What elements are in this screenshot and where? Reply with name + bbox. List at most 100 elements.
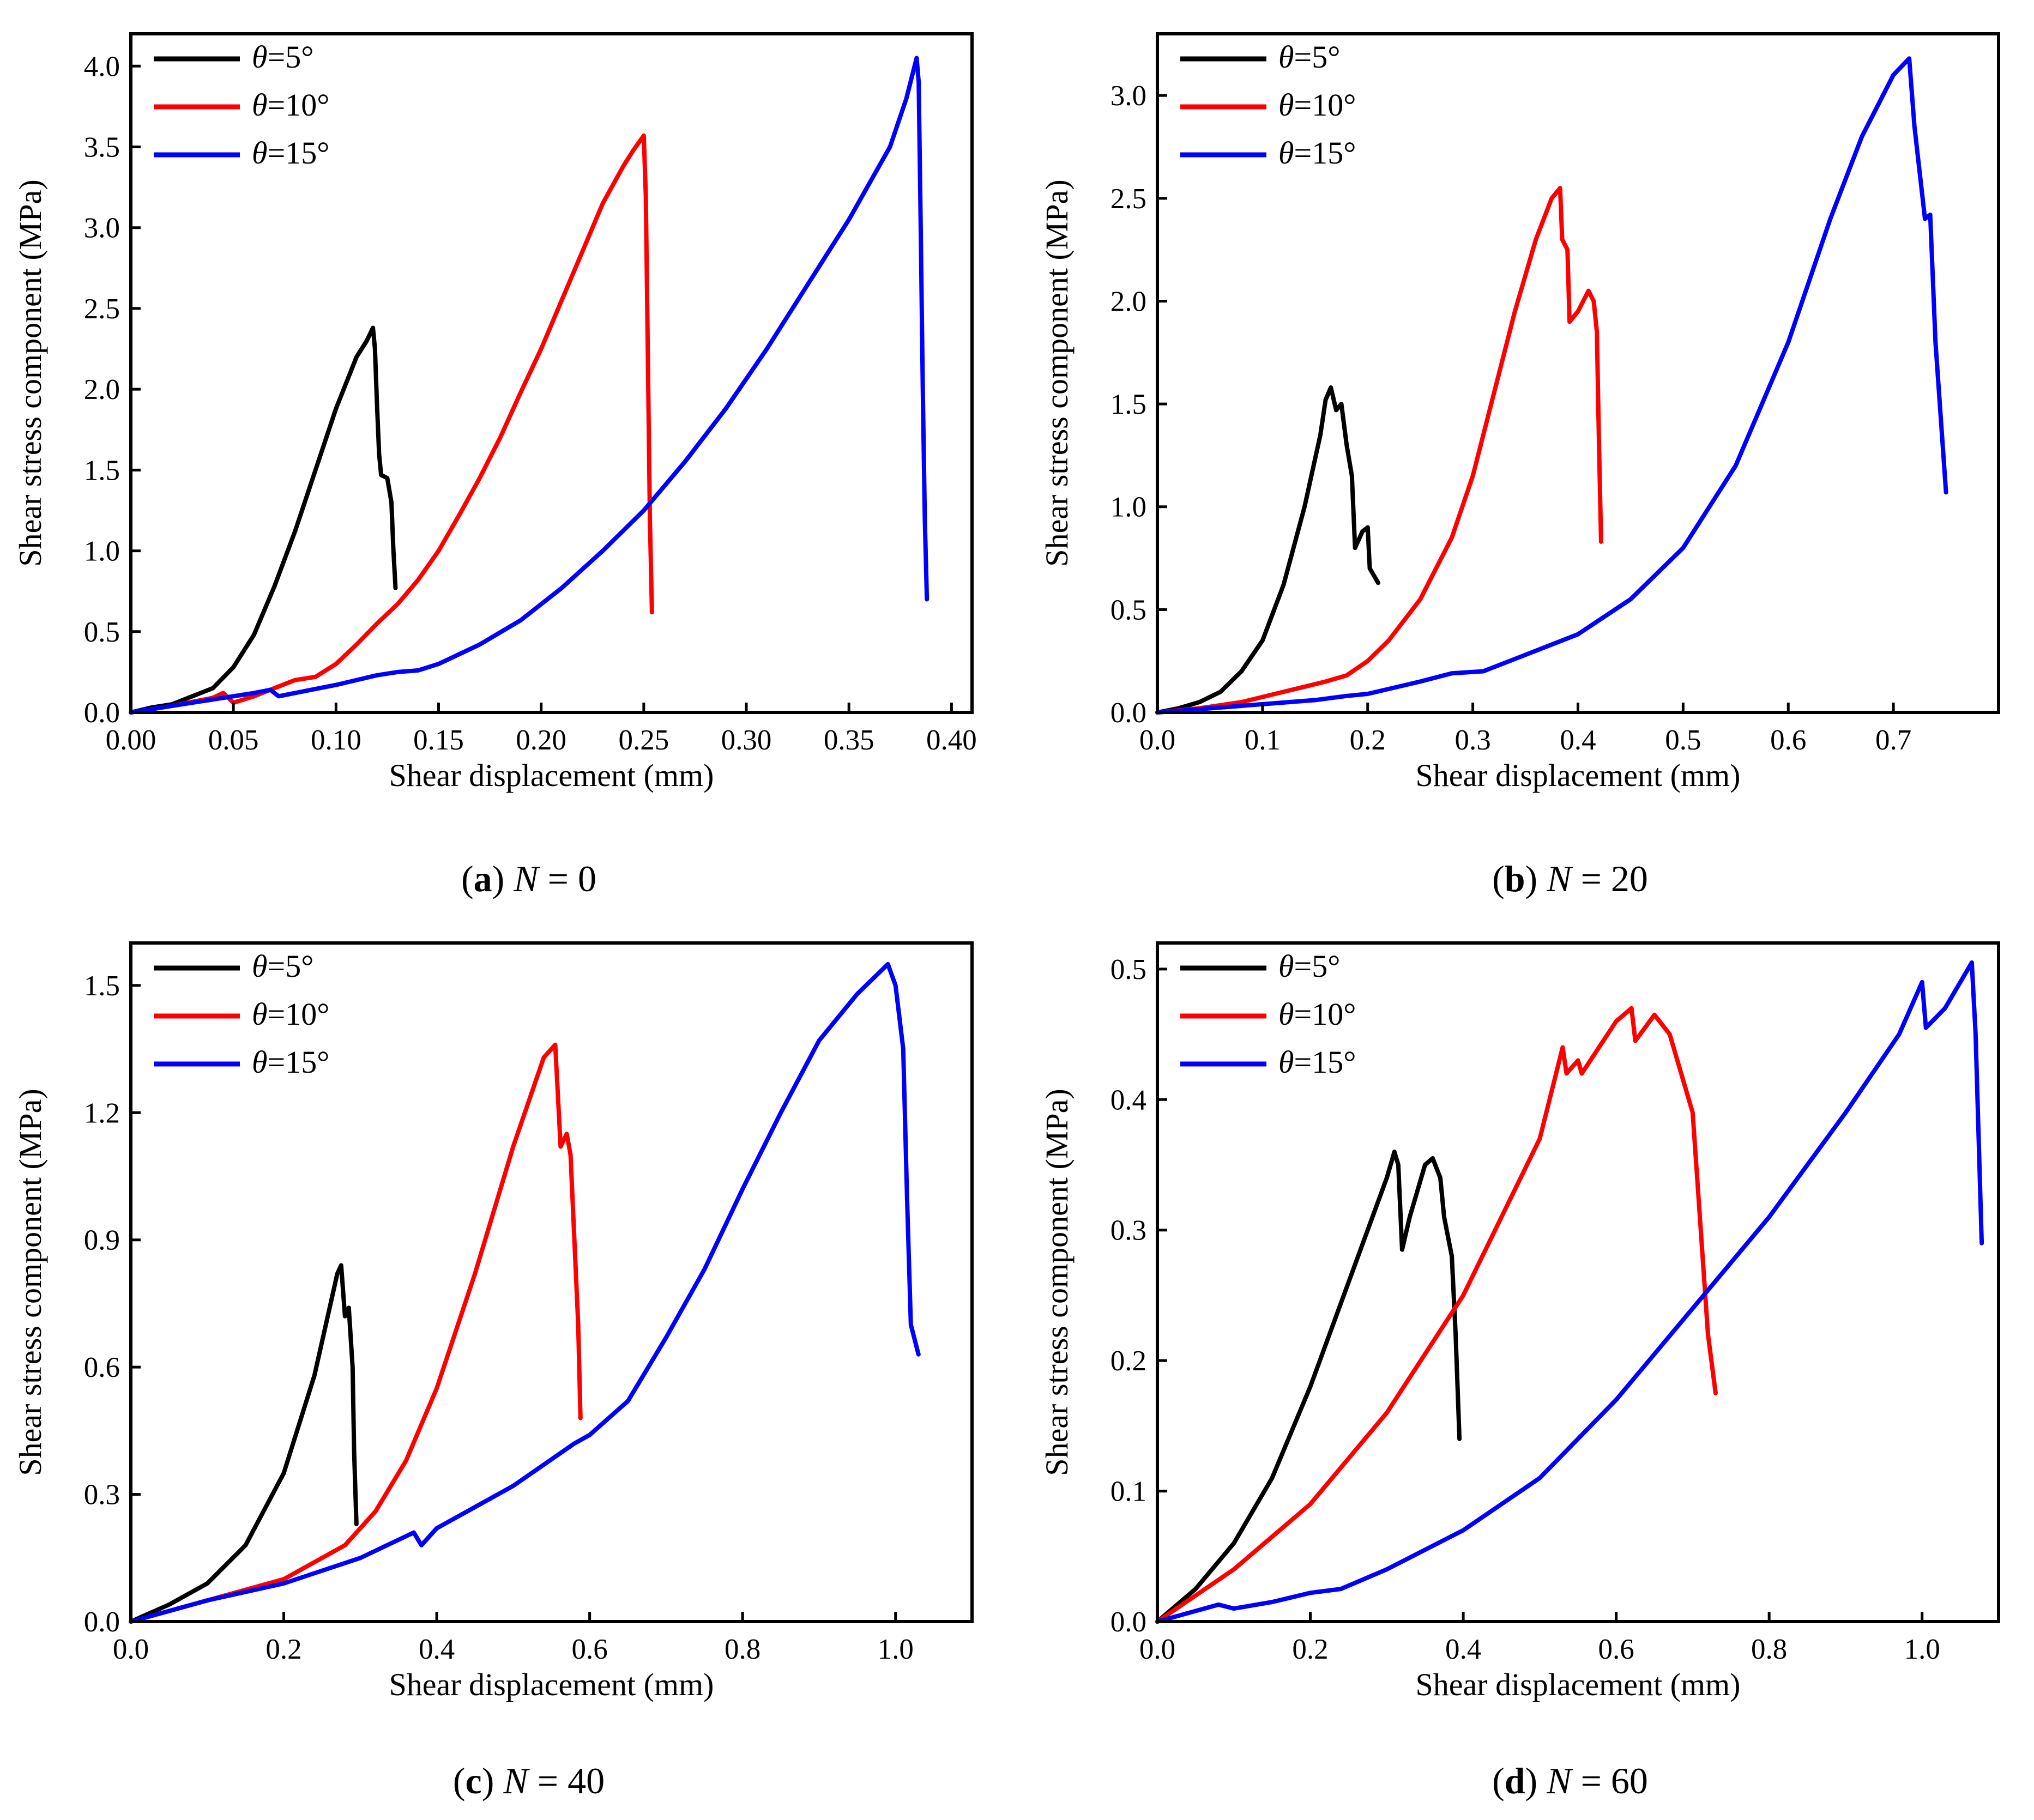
y-tick-label: 1.5 — [84, 970, 120, 1002]
y-axis-title: Shear stress component (MPa) — [13, 1089, 48, 1476]
y-tick-label: 0.3 — [1110, 1215, 1146, 1247]
y-tick-label: 1.5 — [84, 455, 120, 486]
y-tick-label: 0.5 — [1110, 954, 1146, 985]
x-tick-label: 1.0 — [878, 1634, 914, 1665]
x-tick-label: 0.1 — [1245, 724, 1281, 756]
x-tick-label: 1.0 — [1904, 1634, 1940, 1665]
y-tick-label: 0.4 — [1110, 1084, 1146, 1116]
x-tick-label: 0.2 — [265, 1634, 301, 1665]
legend-label: θ=10° — [1278, 87, 1356, 123]
series-line-theta-5 — [1155, 385, 1380, 715]
plot-frame — [1156, 941, 2000, 1623]
y-tick-label: 3.5 — [84, 132, 120, 164]
plot-frame — [129, 941, 974, 1623]
legend-label: θ=10° — [252, 996, 329, 1032]
legend-label: θ=5° — [1278, 39, 1340, 75]
x-tick-label: 0.35 — [824, 724, 874, 756]
x-tick-label: 0.8 — [725, 1634, 761, 1665]
x-axis-title: Shear displacement (mm) — [389, 1667, 714, 1702]
x-tick-label: 0.25 — [618, 724, 669, 756]
x-tick-label: 0.0 — [1139, 1634, 1175, 1665]
legend: θ=5° θ=10° θ=15° — [154, 39, 329, 171]
panel-c: 0.0 0.2 0.4 0.6 0.8 1.0 0.0 0.3 0.6 0.9 1.2 1.5 Shea… — [13, 941, 974, 1801]
legend: θ=5° θ=10° θ=15° — [1180, 39, 1356, 171]
y-axis-title: Shear stress component (MPa) — [13, 179, 48, 566]
x-tick-label: 0.8 — [1751, 1634, 1787, 1665]
x-tick-label: 0.10 — [311, 724, 361, 756]
legend-label: θ=10° — [252, 87, 329, 123]
x-tick-label: 0.5 — [1665, 724, 1701, 756]
panel-d: 0.0 0.2 0.4 0.6 0.8 1.0 0.0 0.1 0.2 0.3 0.4 0.5 Shea… — [1039, 941, 2000, 1801]
x-tick-label: 0.30 — [721, 724, 772, 756]
series-line-theta-15 — [1155, 960, 1984, 1624]
y-tick-label: 0.1 — [1110, 1476, 1146, 1508]
y-tick-label: 3.0 — [1110, 80, 1146, 112]
y-tick-label: 2.5 — [84, 293, 120, 325]
y-axis-title: Shear stress component (MPa) — [1039, 179, 1075, 566]
series-line-theta-5 — [129, 1263, 359, 1624]
x-tick-label: 0.40 — [926, 724, 977, 756]
y-tick-label: 2.0 — [84, 374, 120, 406]
y-tick-label: 0.3 — [84, 1479, 120, 1511]
legend-label: θ=15° — [252, 1044, 329, 1080]
x-tick-label: 0.4 — [1560, 724, 1596, 756]
y-tick-label: 3.0 — [84, 213, 120, 244]
panel-b: 0.0 0.1 0.2 0.3 0.4 0.5 0.6 0.7 0.0 0.5 1.0 1.5 2.0 2… — [1039, 32, 2000, 899]
panel-caption: (a) N = 0 — [461, 858, 596, 899]
x-tick-label: 0.6 — [1598, 1634, 1634, 1665]
legend-label: θ=5° — [252, 39, 313, 75]
y-tick-label: 0.6 — [84, 1352, 120, 1383]
y-tick-label: 0.0 — [84, 1606, 120, 1638]
x-tick-label: 0.7 — [1875, 724, 1911, 756]
series-line-theta-10 — [1155, 186, 1603, 715]
legend-label: θ=15° — [1278, 135, 1356, 171]
x-tick-label: 0.00 — [106, 724, 156, 756]
x-tick-label: 0.3 — [1455, 724, 1491, 756]
x-tick-label: 0.4 — [419, 1634, 455, 1665]
x-tick-label: 0.2 — [1350, 724, 1386, 756]
x-tick-label: 0.4 — [1445, 1634, 1481, 1665]
y-tick-label: 1.2 — [84, 1097, 120, 1129]
legend: θ=5° θ=10° θ=15° — [154, 948, 329, 1080]
y-tick-label: 1.0 — [1110, 492, 1146, 523]
x-tick-label: 0.2 — [1292, 1634, 1328, 1665]
legend-label: θ=5° — [1278, 948, 1340, 984]
y-tick-label: 0.0 — [1110, 1606, 1146, 1638]
x-axis-title: Shear displacement (mm) — [1416, 758, 1741, 793]
x-tick-label: 0.20 — [516, 724, 566, 756]
y-tick-label: 0.2 — [1110, 1345, 1146, 1377]
y-tick-label: 0.9 — [84, 1225, 120, 1256]
x-axis-title: Shear displacement (mm) — [389, 758, 714, 793]
x-tick-label: 0.6 — [572, 1634, 608, 1665]
y-tick-label: 0.5 — [1110, 594, 1146, 626]
series-line-theta-10 — [129, 133, 654, 715]
x-axis-title: Shear displacement (mm) — [1416, 1667, 1741, 1702]
panel-caption: (d) N = 60 — [1492, 1760, 1648, 1801]
legend-label: θ=5° — [252, 948, 313, 984]
y-axis-title: Shear stress component (MPa) — [1039, 1089, 1075, 1476]
y-tick-label: 2.0 — [1110, 286, 1146, 317]
panel-caption: (b) N = 20 — [1492, 858, 1648, 899]
x-tick-label: 0.05 — [208, 724, 259, 756]
y-tick-label: 0.0 — [1110, 697, 1146, 729]
series-line-theta-10 — [129, 1042, 583, 1624]
panel-a: 0.00 0.05 0.10 0.15 0.20 0.25 0.30 0.35 0.40 0.0 0… — [13, 32, 977, 899]
legend-label: θ=15° — [1278, 1044, 1356, 1080]
legend-label: θ=15° — [252, 135, 329, 171]
y-tick-label: 4.0 — [84, 51, 120, 82]
series-line-theta-15 — [129, 962, 921, 1624]
y-tick-label: 1.0 — [84, 536, 120, 567]
y-tick-label: 2.5 — [1110, 183, 1146, 215]
series-line-theta-15 — [1155, 56, 1948, 715]
y-tick-label: 1.5 — [1110, 389, 1146, 420]
x-tick-label: 0.0 — [1139, 724, 1175, 756]
y-tick-label: 0.0 — [84, 697, 120, 729]
series-line-theta-10 — [1155, 1006, 1718, 1624]
series-line-theta-5 — [129, 325, 398, 715]
series-line-theta-15 — [129, 56, 930, 715]
series-line-theta-5 — [1155, 1150, 1462, 1624]
x-tick-label: 0.6 — [1770, 724, 1806, 756]
y-tick-label: 0.5 — [84, 616, 120, 648]
panel-caption: (c) N = 40 — [453, 1760, 605, 1801]
